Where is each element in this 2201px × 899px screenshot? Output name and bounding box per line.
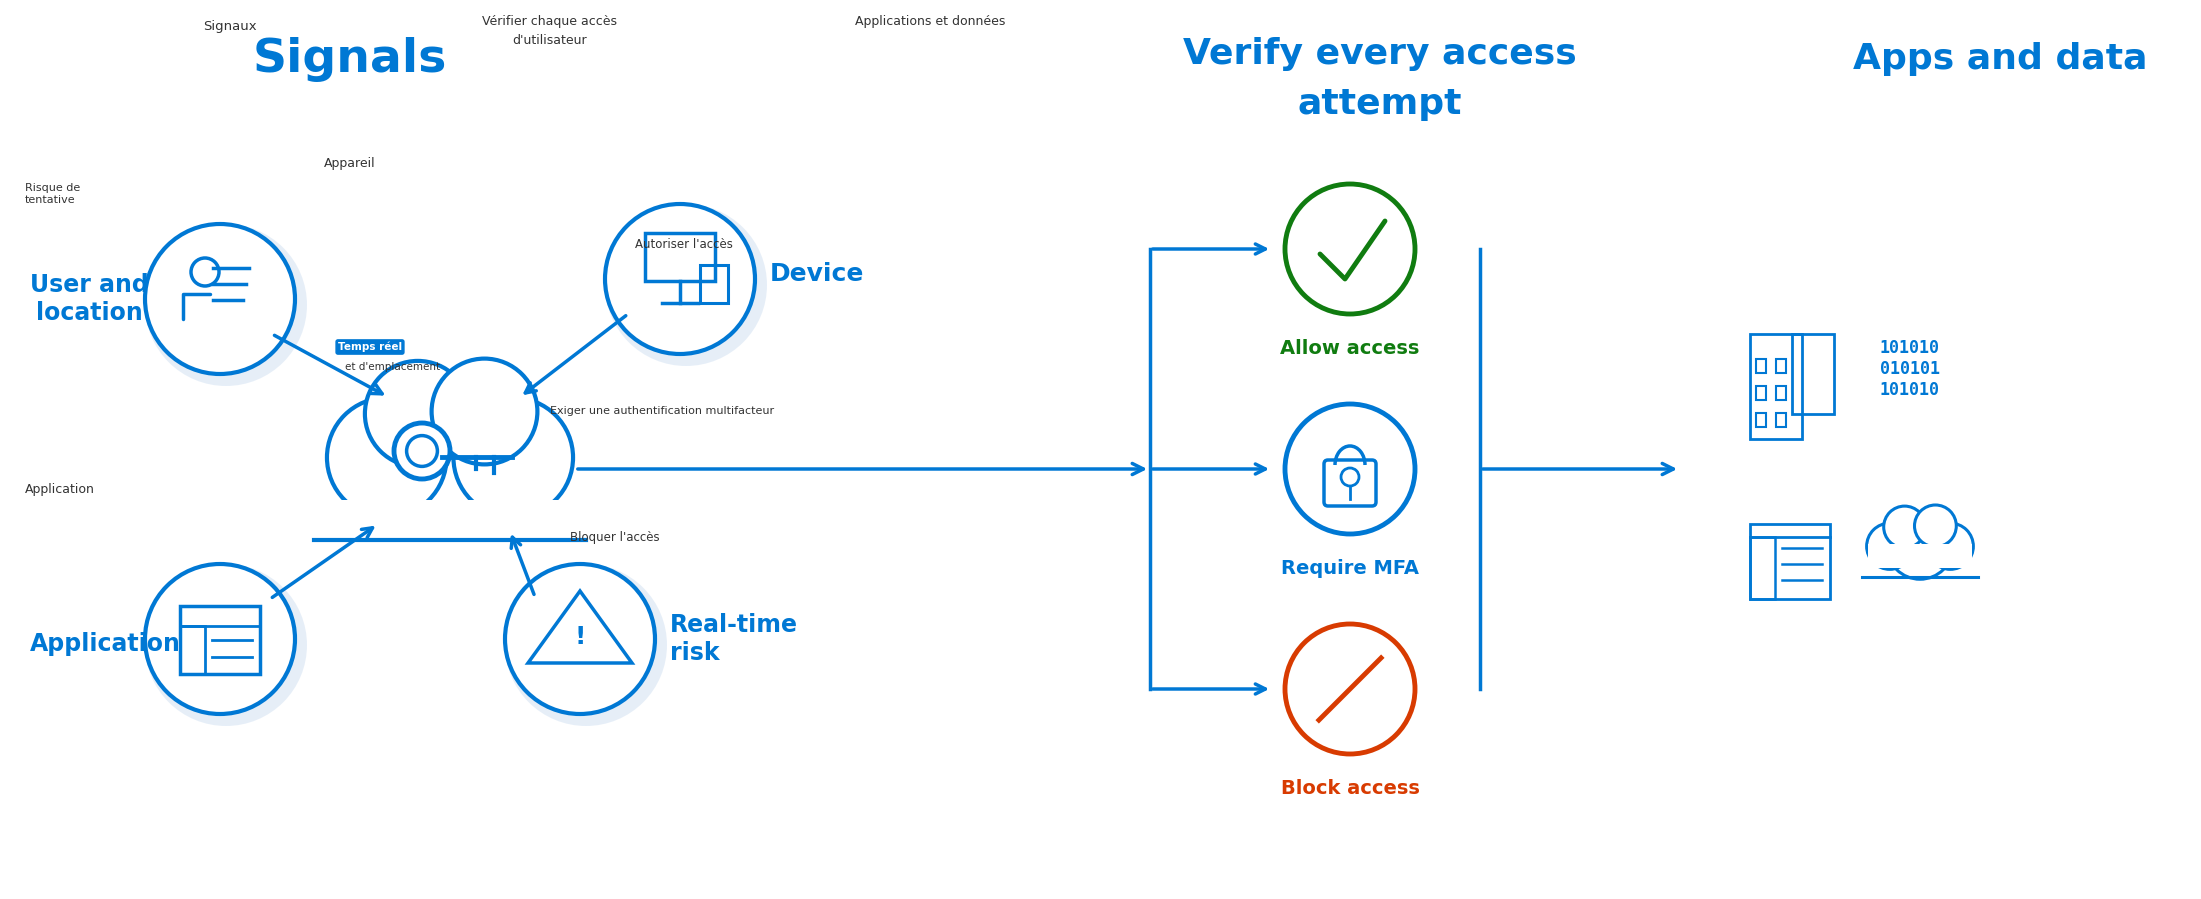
Circle shape [605, 204, 755, 354]
Circle shape [1928, 523, 1974, 569]
Circle shape [1884, 506, 1926, 547]
Text: Applications et données: Applications et données [854, 14, 1006, 28]
Circle shape [1886, 513, 1952, 579]
Bar [1756, 413, 1765, 427]
Text: Verify every access: Verify every access [1184, 37, 1576, 71]
Text: Autoriser l'accès: Autoriser l'accès [636, 237, 733, 251]
Circle shape [145, 564, 306, 726]
Circle shape [605, 204, 766, 366]
Bar [1776, 413, 1785, 427]
Circle shape [431, 359, 537, 465]
Text: Application: Application [31, 632, 180, 656]
Circle shape [145, 564, 295, 714]
Circle shape [145, 224, 295, 374]
Circle shape [394, 423, 449, 479]
Bar [1756, 359, 1765, 373]
Text: d'utilisateur: d'utilisateur [513, 34, 588, 48]
Circle shape [504, 564, 656, 714]
Bar [1776, 359, 1785, 373]
Text: Exiger une authentification multifacteur: Exiger une authentification multifacteur [550, 406, 775, 416]
Circle shape [453, 397, 572, 517]
Bar [1860, 547, 1981, 579]
Text: 101010
010101
101010: 101010 010101 101010 [1880, 339, 1939, 399]
Text: Block access: Block access [1281, 779, 1420, 798]
Text: Bloquer l'accès: Bloquer l'accès [570, 530, 660, 544]
Text: et d'emplacement: et d'emplacement [346, 362, 440, 372]
Bar [313, 459, 588, 540]
Text: Appareil: Appareil [324, 157, 376, 171]
Circle shape [1915, 505, 1957, 547]
Text: !: ! [574, 625, 585, 649]
Circle shape [365, 360, 471, 467]
Circle shape [370, 379, 530, 540]
Text: Device: Device [770, 262, 865, 286]
Text: Vérifier chaque accès: Vérifier chaque accès [482, 14, 618, 28]
Text: Allow access: Allow access [1281, 340, 1420, 359]
Text: Signaux: Signaux [202, 21, 258, 33]
Text: User and
location: User and location [31, 273, 150, 325]
Circle shape [145, 224, 306, 386]
Bar [306, 500, 594, 544]
Text: Require MFA: Require MFA [1281, 559, 1420, 578]
Circle shape [504, 564, 667, 726]
Bar [1869, 544, 1972, 568]
Text: Risque de
tentative: Risque de tentative [24, 183, 79, 205]
Bar [1776, 386, 1785, 400]
Text: Apps and data: Apps and data [1853, 42, 2148, 76]
Bar [1756, 386, 1765, 400]
Circle shape [328, 397, 447, 517]
Text: Real-time
risk: Real-time risk [669, 613, 799, 665]
Circle shape [407, 436, 438, 467]
Text: Temps réel: Temps réel [339, 342, 403, 352]
Circle shape [1866, 523, 1913, 569]
Text: Signals: Signals [253, 37, 447, 82]
Text: Application: Application [24, 483, 95, 495]
Text: attempt: attempt [1299, 87, 1461, 121]
